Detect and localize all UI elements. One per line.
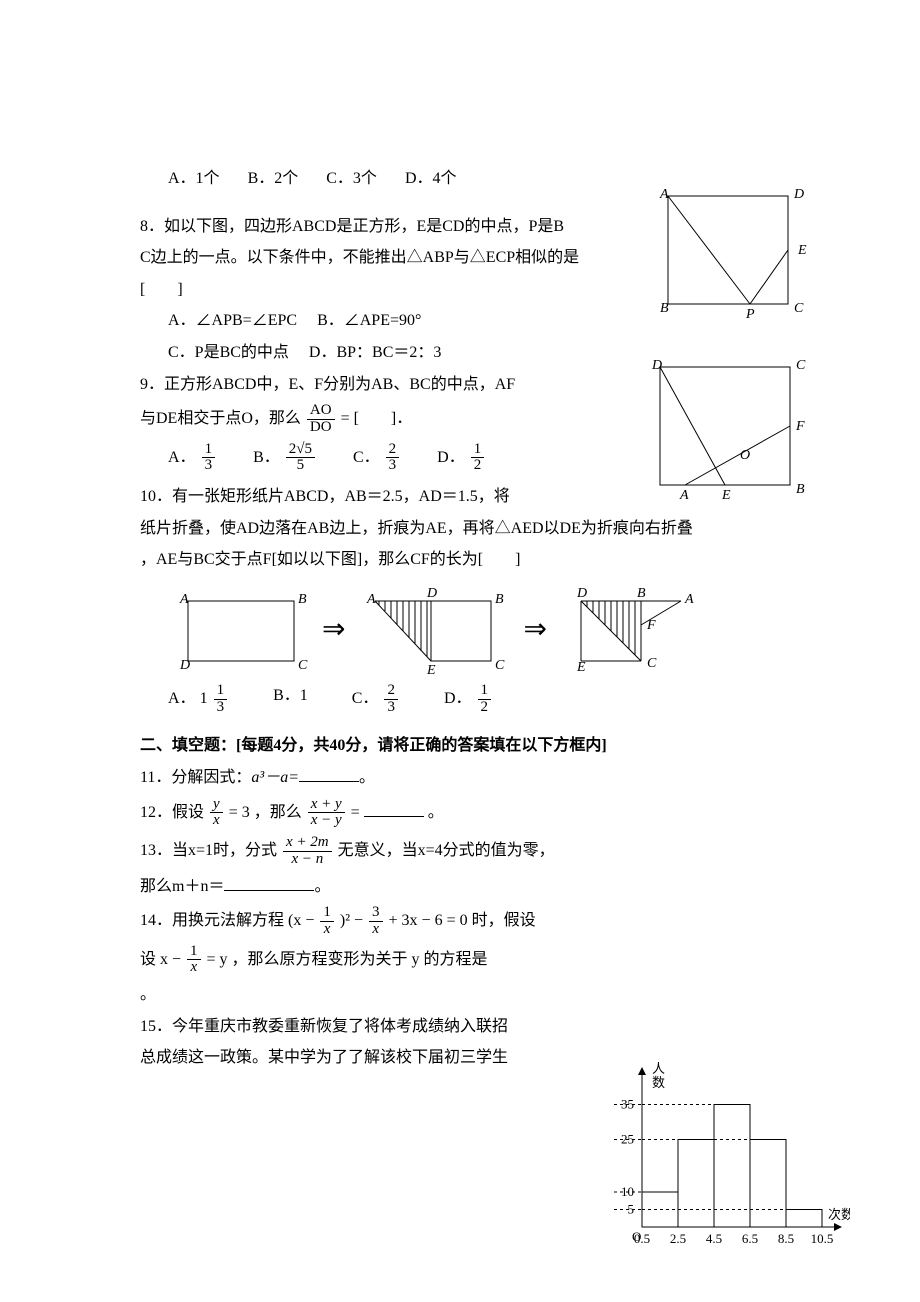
option-c: C．3个 xyxy=(326,166,377,192)
svg-text:A: A xyxy=(659,187,669,202)
q9-figure: D C F O A E B xyxy=(640,355,820,505)
option-d: D． 12 xyxy=(437,442,486,475)
option-d: D．4个 xyxy=(405,166,457,192)
svg-text:E: E xyxy=(797,243,807,258)
option-a: A． 13 xyxy=(168,442,217,475)
q8-figure: A D E B P C xyxy=(650,184,820,319)
svg-text:6.5: 6.5 xyxy=(742,1231,758,1246)
arrow-icon: ⇒ xyxy=(523,616,546,644)
option-b: B． 2√55 xyxy=(253,442,317,475)
svg-text:35: 35 xyxy=(621,1097,634,1112)
q15-histogram: 51025350.52.54.56.58.510.5O人数次数 xyxy=(600,1057,850,1262)
svg-text:D: D xyxy=(179,658,190,673)
q15-line1: 15．今年重庆市教委重新恢复了将体考成绩纳入联招 xyxy=(140,1014,780,1040)
q14-line1: 14．用换元法解方程 (x − 1x )² − 3x + 3x − 6 = 0 … xyxy=(140,905,780,938)
exam-page: A．1个 B．2个 C．3个 D．4个 A D E B P C 8．如以下图，四… xyxy=(0,0,920,1302)
option-c: C． 23 xyxy=(353,442,401,475)
svg-text:数: 数 xyxy=(652,1075,665,1090)
svg-text:B: B xyxy=(298,592,307,607)
svg-text:8.5: 8.5 xyxy=(778,1231,794,1246)
blank-field xyxy=(224,874,314,891)
svg-text:E: E xyxy=(721,488,731,503)
q11: 11．分解因式：a³－a=。 xyxy=(140,765,780,791)
svg-text:C: C xyxy=(298,658,308,673)
q10-figure-2: A D B C E xyxy=(359,585,509,675)
blank-field xyxy=(364,800,424,817)
fraction: AO DO xyxy=(307,403,335,436)
option-d: D． 12 xyxy=(444,683,493,716)
q10-figures: A B C D ⇒ A D B C xyxy=(140,585,780,675)
option-a: A． 1 13 xyxy=(168,683,229,716)
svg-text:10: 10 xyxy=(621,1184,634,1199)
q10-figure-3: D B A F C E xyxy=(561,585,701,675)
q10-stem-2: 纸片折叠，使AD边落在AB边上，折痕为AE，再将△AED以DE为折痕向右折叠 xyxy=(140,516,780,542)
svg-text:C: C xyxy=(794,301,804,316)
svg-text:D: D xyxy=(576,586,587,601)
section2-title: 二、填空题：[每题4分，共40分，请将正确的答案填在以下方框内] xyxy=(140,733,780,759)
svg-text:10.5: 10.5 xyxy=(811,1231,834,1246)
svg-text:B: B xyxy=(637,586,646,601)
svg-text:A: A xyxy=(179,592,189,607)
svg-text:E: E xyxy=(576,660,586,675)
svg-text:C: C xyxy=(647,656,657,671)
svg-text:D: D xyxy=(426,586,437,601)
svg-text:P: P xyxy=(745,307,755,319)
svg-text:B: B xyxy=(796,482,805,497)
svg-text:E: E xyxy=(426,663,436,675)
svg-text:F: F xyxy=(646,618,656,633)
option-a: A．∠APB=∠EPC xyxy=(168,312,297,329)
svg-text:4.5: 4.5 xyxy=(706,1231,722,1246)
option-c: C． 23 xyxy=(352,683,400,716)
arrow-icon: ⇒ xyxy=(322,616,345,644)
svg-text:F: F xyxy=(795,419,805,434)
svg-text:25: 25 xyxy=(621,1132,634,1147)
svg-text:C: C xyxy=(495,658,505,673)
option-c: C．P是BC的中点 xyxy=(168,344,289,361)
q14-line2: 设 x − 1x = y ，那么原方程变形为关于 y 的方程是 xyxy=(140,944,780,977)
option-b: B．∠APE=90° xyxy=(317,312,421,329)
q10-stem-3: ，AE与BC交于点F[如以以下图]，那么CF的长为[ ] xyxy=(140,547,780,573)
svg-text:C: C xyxy=(796,358,806,373)
svg-text:B: B xyxy=(660,301,669,316)
svg-text:D: D xyxy=(793,187,804,202)
svg-text:A: A xyxy=(679,488,689,503)
svg-text:次数: 次数 xyxy=(828,1207,850,1222)
q10-figure-1: A B C D xyxy=(168,585,308,675)
option-b: B．1 xyxy=(273,683,308,716)
svg-text:O: O xyxy=(740,448,750,463)
option-b: B．2个 xyxy=(248,166,299,192)
svg-text:A: A xyxy=(684,592,694,607)
blank-field xyxy=(299,765,359,782)
svg-text:B: B xyxy=(495,592,504,607)
q13-line2: 那么m＋n＝。 xyxy=(140,874,780,900)
svg-text:D: D xyxy=(651,358,662,373)
svg-text:O: O xyxy=(632,1229,641,1244)
q10-options: A． 1 13 B．1 C． 23 D． 12 xyxy=(140,683,780,716)
q12: 12．假设 yx = 3 ，那么 x + yx − y = 。 xyxy=(140,797,780,830)
svg-text:5: 5 xyxy=(628,1202,635,1217)
q13-line1: 13．当x=1时，分式 x + 2mx − n 无意义，当x=4分式的值为零， xyxy=(140,835,780,868)
svg-text:人: 人 xyxy=(652,1061,665,1076)
option-a: A．1个 xyxy=(168,166,220,192)
svg-text:A: A xyxy=(366,592,376,607)
q14-line3: 。 xyxy=(140,982,780,1008)
option-d: D．BP：BC＝2：3 xyxy=(309,344,441,361)
svg-text:2.5: 2.5 xyxy=(670,1231,686,1246)
